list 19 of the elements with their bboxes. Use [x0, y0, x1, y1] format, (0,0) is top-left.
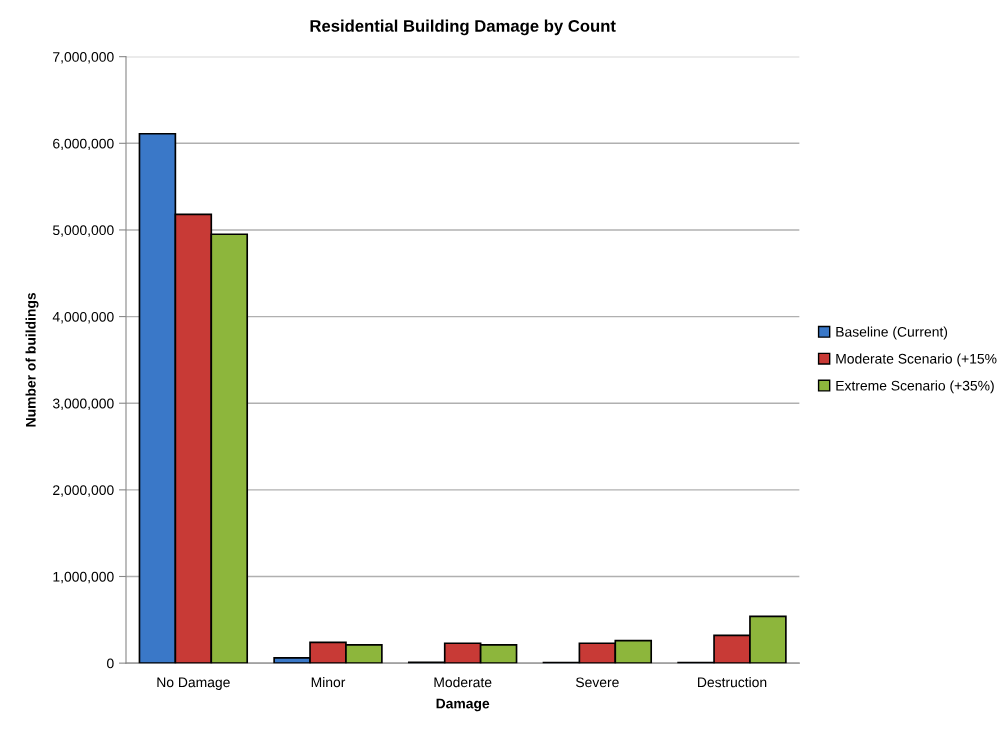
y-tick-label: 6,000,000 — [53, 138, 114, 151]
legend-label: Baseline (Current) — [836, 326, 948, 340]
y-axis-title: Number of buildings — [25, 292, 39, 427]
x-tick-label: Moderate — [434, 677, 492, 688]
x-tick-label: Destruction — [698, 677, 767, 688]
chart-title: Residential Building Damage by Count — [310, 19, 616, 36]
x-tick-label: Minor — [311, 677, 346, 688]
y-tick-label: 7,000,000 — [53, 52, 114, 64]
y-tick-label: 3,000,000 — [52, 398, 114, 411]
y-tick-label: 1,000,000 — [53, 571, 114, 584]
y-tick-label: 2,000,000 — [53, 485, 114, 497]
y-tick-label: 4,000,000 — [52, 311, 114, 324]
y-tick-label: 0 — [107, 658, 114, 669]
legend-label: Moderate Scenario (+15% — [836, 353, 997, 367]
x-axis-title: Damage — [436, 698, 490, 712]
x-tick-label: No Damage — [157, 677, 230, 690]
legend-label: Extreme Scenario (+35%) — [836, 380, 994, 394]
x-tick-label: Severe — [575, 677, 619, 688]
y-tick-label: 5,000,000 — [52, 225, 114, 237]
